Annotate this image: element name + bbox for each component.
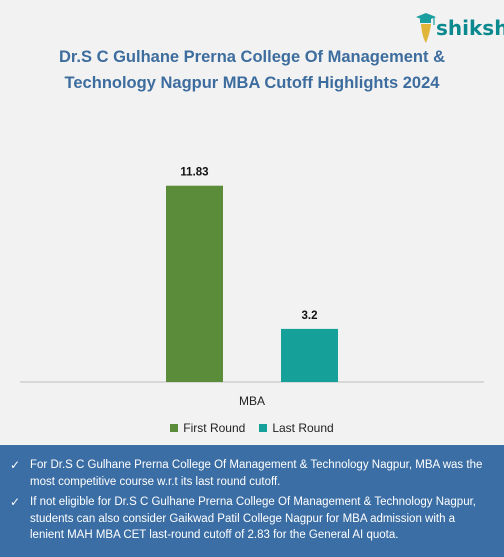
check-icon: ✓ [10,495,21,509]
note-item: ✓ For Dr.S C Gulhane Prerna College Of M… [10,457,490,490]
data-label: 3.2 [302,310,318,322]
chart-title-line-2: Technology Nagpur MBA Cutoff Highlights … [64,74,440,92]
data-label: 11.83 [180,167,208,179]
logo-text: shiksha [436,16,504,40]
bar-last-round [281,328,338,382]
check-icon: ✓ [10,458,21,472]
legend-swatch-first-round [170,424,179,432]
legend-item-first-round: First Round [170,421,245,435]
note-item: ✓ If not eligible for Dr.S C Gulhane Pre… [10,494,490,544]
bar-first-round [166,185,223,382]
chart-title-line-1: Dr.S C Gulhane Prerna College Of Managem… [58,48,445,66]
shiksha-logo: shiksha [414,8,504,48]
bar-chart: 11.83 3.2 MBA [20,167,484,408]
notes-panel: ✓ For Dr.S C Gulhane Prerna College Of M… [0,445,504,557]
legend-label-first-round: First Round [183,421,246,435]
legend-swatch-last-round [259,424,268,432]
chart-title: Dr.S C Gulhane Prerna College Of Managem… [0,44,504,96]
chart-legend: First Round Last Round [0,421,504,435]
legend-label-last-round: Last Round [272,421,334,435]
note-text: If not eligible for Dr.S C Gulhane Prern… [30,496,476,541]
legend-item-last-round: Last Round [259,421,334,435]
x-tick-label: MBA [239,394,265,408]
graduate-cap-icon [416,13,436,43]
note-text: For Dr.S C Gulhane Prerna College Of Man… [30,459,483,488]
